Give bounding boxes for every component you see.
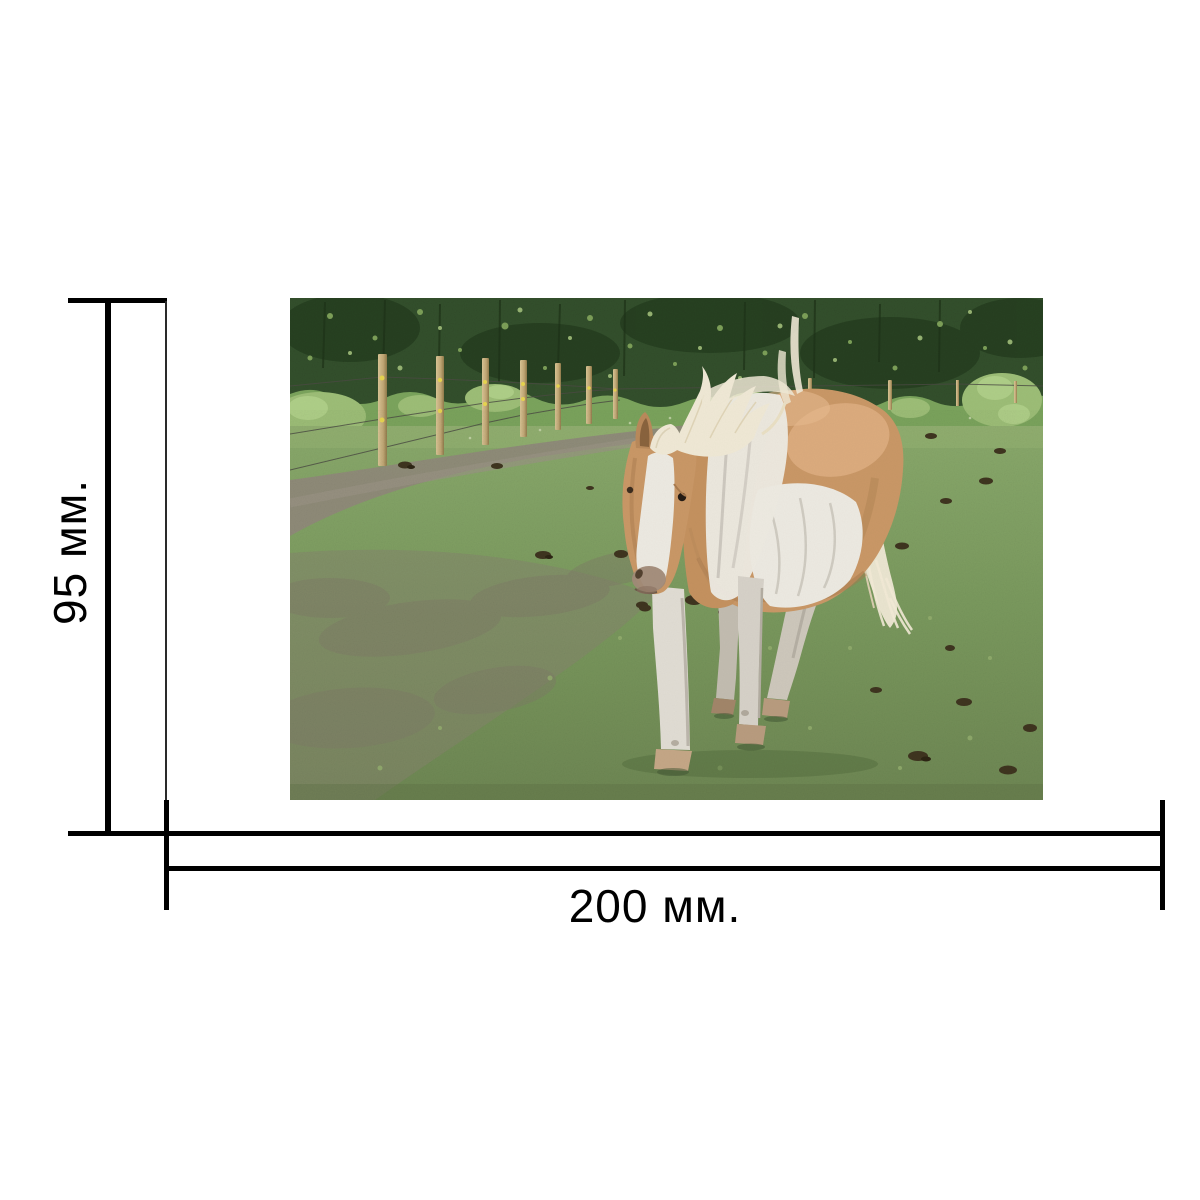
- width-right-tick: [1160, 800, 1165, 910]
- height-dimension-line: [105, 298, 111, 836]
- width-left-tick: [164, 800, 169, 910]
- width-dimension-label: 200 мм.: [568, 880, 742, 932]
- baseline: [68, 831, 1165, 836]
- product-photo-scene: [290, 298, 1043, 800]
- height-dimension-label: 95 мм.: [44, 479, 96, 625]
- product-photo: [290, 298, 1043, 800]
- height-top-tick: [68, 298, 167, 303]
- width-dimension-line: [166, 866, 1165, 871]
- left-extension-line: [165, 301, 167, 831]
